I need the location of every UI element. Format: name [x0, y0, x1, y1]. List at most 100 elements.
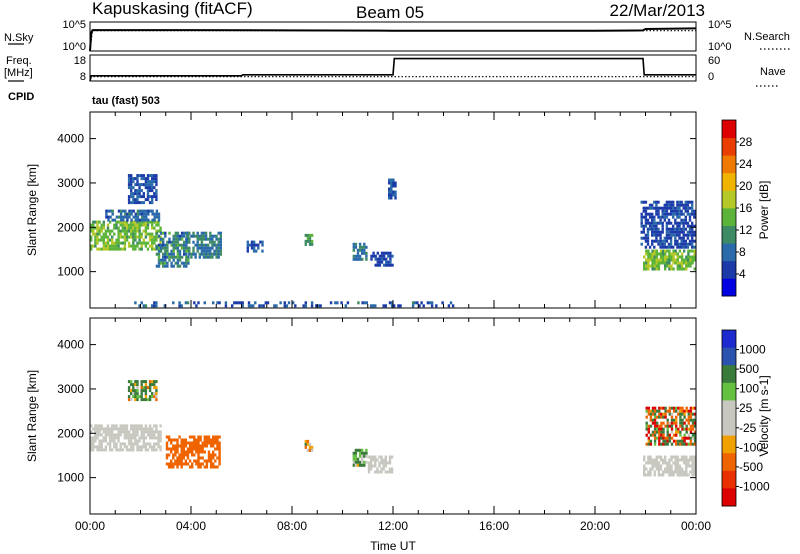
velocity-echo-cell	[691, 412, 695, 416]
power-echo-cell	[678, 245, 681, 249]
velocity-echo-cell	[144, 395, 148, 399]
power-echo-cell	[306, 236, 310, 240]
power-echo-cell	[144, 235, 148, 239]
velocity-echo-cell	[182, 450, 185, 454]
power-echo-cell	[693, 255, 696, 259]
velocity-echo-cell	[363, 454, 366, 458]
velocity-echo-cell	[352, 463, 355, 467]
power-echo-cell	[659, 255, 663, 259]
power-echo-cell	[266, 301, 270, 305]
velocity-echo-cell	[668, 421, 671, 425]
velocity-echo-cell	[117, 439, 120, 443]
power-echo-cell	[385, 257, 388, 261]
velocity-echo-cell	[386, 470, 390, 474]
power-echo-cell	[136, 223, 139, 227]
velocity-echo-cell	[657, 473, 661, 477]
power-echo-cell	[94, 232, 97, 236]
velocity-echo-cell	[666, 439, 669, 443]
power-echo-cell	[123, 244, 127, 248]
power-echo-cell	[655, 233, 658, 237]
velocity-echo-cell	[365, 460, 368, 464]
power-echo-cell	[90, 244, 93, 248]
power-echo-cell	[688, 215, 692, 219]
velocity-echo-cell	[138, 448, 141, 452]
velocity-echo-cell	[670, 473, 673, 477]
power-echo-cell	[352, 248, 355, 252]
velocity-echo-cell	[167, 447, 171, 451]
velocity-echo-cell	[664, 436, 667, 440]
velocity-echo-cell	[130, 392, 133, 396]
power-echo-cell	[113, 218, 116, 222]
velocity-echo-cell	[157, 433, 160, 437]
power-colorbar-swatch	[722, 278, 736, 297]
power-echo-cell	[261, 240, 264, 244]
velocity-echo-cell	[165, 456, 169, 460]
power-echo-cell	[248, 243, 252, 247]
velocity-echo-cell	[664, 439, 667, 443]
velocity-echo-cell	[113, 445, 116, 449]
velocity-echo-cell	[146, 398, 150, 402]
velocity-echo-cell	[172, 453, 175, 457]
velocity-echo-cell	[201, 450, 204, 454]
power-echo-cell	[663, 209, 666, 213]
velocity-echo-cell	[689, 464, 692, 468]
power-echo-cell	[113, 226, 116, 230]
power-echo-cell	[121, 226, 124, 230]
velocity-echo-cell	[174, 450, 177, 454]
power-echo-cell	[219, 252, 222, 256]
power-echo-cell	[127, 198, 131, 202]
power-echo-cell	[138, 189, 141, 193]
power-echo-cell	[170, 255, 173, 259]
velocity-echo-cell	[199, 465, 202, 469]
power-colorbar-tick-label: 12	[739, 223, 753, 237]
velocity-colorbar-tick-label: -1000	[739, 479, 770, 493]
velocity-echo-cell	[170, 459, 173, 463]
velocity-echo-cell	[382, 467, 385, 471]
power-echo-cell	[684, 233, 687, 237]
power-echo-cell	[659, 239, 662, 243]
power-echo-cell	[130, 180, 133, 184]
power-echo-cell	[306, 239, 310, 243]
power-echo-cell	[657, 252, 661, 256]
power-echo-cell	[178, 304, 181, 308]
velocity-echo-cell	[94, 436, 97, 440]
power-echo-cell	[211, 255, 214, 259]
power-echo-cell	[162, 240, 165, 244]
power-echo-cell	[376, 260, 379, 264]
velocity-echo-cell	[361, 451, 364, 455]
velocity-echo-cell	[209, 465, 213, 469]
power-echo-cell	[183, 246, 186, 250]
velocity-echo-cell	[386, 461, 390, 465]
power-echo-cell	[693, 239, 696, 243]
power-echo-cell	[174, 243, 177, 247]
power-echo-cell	[678, 230, 681, 234]
power-echo-cell	[151, 183, 154, 187]
power-echo-region	[134, 301, 455, 308]
power-echo-region	[388, 178, 397, 200]
power-echo-cell	[155, 229, 158, 233]
power-echo-cell	[140, 241, 143, 245]
velocity-echo-cell	[172, 465, 175, 469]
power-echo-cell	[215, 246, 218, 250]
power-echo-cell	[155, 223, 158, 227]
velocity-echo-cell	[382, 464, 385, 468]
velocity-echo-cell	[666, 467, 669, 471]
power-echo-cell	[185, 237, 189, 241]
velocity-echo-cell	[207, 438, 211, 442]
velocity-echo-cell	[643, 467, 646, 471]
power-echo-cell	[113, 244, 116, 248]
velocity-echo-cell	[659, 473, 663, 477]
power-echo-cell	[449, 301, 453, 305]
power-echo-cell	[685, 255, 688, 259]
power-echo-cell	[213, 252, 216, 256]
power-echo-cell	[155, 192, 158, 196]
velocity-echo-cell	[645, 406, 648, 410]
power-echo-cell	[119, 209, 123, 213]
power-echo-cell	[667, 227, 671, 231]
power-echo-cell	[363, 251, 366, 255]
power-echo-cell	[136, 174, 139, 178]
power-echo-cell	[102, 226, 105, 230]
power-echo-cell	[151, 201, 154, 205]
power-echo-cell	[172, 264, 175, 268]
velocity-colorbar-swatch	[722, 347, 736, 366]
